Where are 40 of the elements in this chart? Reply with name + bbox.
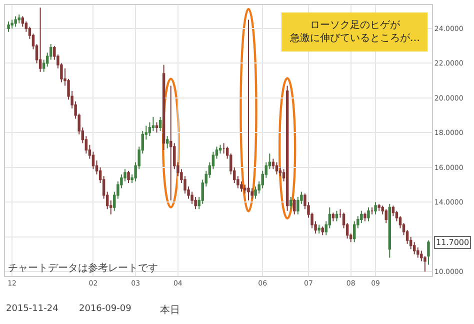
candlestick — [367, 206, 370, 222]
candlestick — [162, 64, 166, 151]
annotation: チャートデータは参考レートです — [8, 262, 158, 274]
candlestick — [370, 206, 374, 215]
candlestick — [364, 212, 366, 222]
candlestick — [218, 144, 222, 154]
candlestick — [7, 21, 10, 32]
candlestick — [384, 208, 388, 224]
text: 2016-09-09 — [79, 304, 132, 314]
candlestick — [127, 170, 130, 184]
candlestick — [289, 196, 292, 210]
candlestick — [10, 19, 14, 29]
candlestick — [18, 14, 20, 24]
candlestick — [427, 240, 430, 266]
candlestick — [194, 196, 197, 210]
candlestick — [158, 116, 162, 132]
candlestick — [296, 196, 300, 215]
candlestick — [286, 85, 289, 212]
candlestick — [293, 198, 296, 215]
candlestick — [378, 203, 380, 212]
candlestick — [321, 226, 324, 236]
candlestick — [169, 85, 172, 201]
candlestick — [166, 136, 169, 149]
candlestick — [388, 203, 392, 258]
candlestick — [318, 224, 320, 234]
annotation: 急激に伸びているところが… — [289, 32, 420, 44]
candlestick — [275, 162, 278, 175]
candlestick — [332, 212, 335, 222]
candlestick — [222, 142, 226, 154]
candlestick — [360, 210, 363, 224]
candlestick — [155, 122, 158, 134]
candlestick — [14, 16, 17, 28]
candlestick — [335, 210, 338, 222]
annotation: ローソク足のヒゲが — [310, 20, 401, 31]
candlestick — [247, 19, 250, 201]
candlestick — [374, 202, 377, 215]
annotation: 11.7000 — [436, 238, 470, 247]
candlestick — [38, 7, 42, 72]
text: 本日 — [160, 304, 180, 316]
text: 2015-11-24 — [6, 304, 59, 314]
